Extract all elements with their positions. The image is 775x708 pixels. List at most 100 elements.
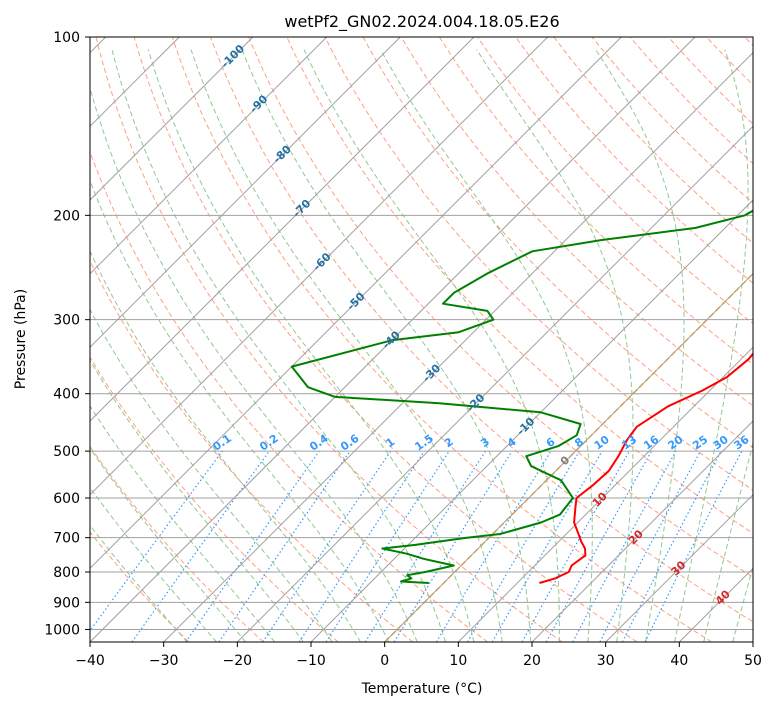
y-axis-label: Pressure (hPa) — [13, 289, 29, 389]
x-tick-label: 30 — [597, 653, 615, 669]
mixing-ratio-annotation: 6 — [544, 435, 558, 450]
mixing-ratio-annotation: 0.6 — [338, 432, 362, 454]
dry-adiabat — [90, 445, 264, 642]
y-tick-label: 500 — [53, 444, 80, 460]
moist-adiabat — [90, 308, 333, 642]
mixing-ratio-line — [521, 450, 631, 642]
isotherm-line — [531, 420, 753, 642]
mixing-ratio-line — [644, 450, 743, 642]
moist-adiabat — [90, 405, 276, 642]
moist-adiabat — [90, 86, 418, 642]
isotherm-line — [310, 199, 753, 642]
plot-frame — [89, 36, 754, 643]
y-tick-label: 800 — [53, 565, 80, 581]
y-tick-label: 100 — [53, 30, 80, 46]
mixing-ratio-annotation: 1 — [384, 435, 398, 450]
dry-adiabat — [133, 37, 638, 642]
y-tick-label: 900 — [53, 595, 80, 611]
mixing-ratio-line — [185, 450, 320, 642]
dry-adiabat — [668, 37, 753, 125]
isotherm-line — [457, 346, 753, 642]
x-axis-label: Temperature (°C) — [361, 681, 483, 697]
y-axis-ticks: 1000 900 800 700 600 500 400 300 200 100 — [44, 30, 90, 638]
mixing-ratio-line — [621, 450, 722, 642]
mixing-ratio-line — [90, 450, 223, 632]
moist-adiabat — [732, 564, 753, 642]
x-tick-label: 20 — [523, 653, 541, 669]
chart-title: wetPf2_GN02.2024.004.18.05.E26 — [284, 12, 559, 32]
mixing-ratio-annotation: 4 — [505, 435, 519, 450]
dry-adiabat — [286, 37, 753, 534]
x-tick-label: 40 — [670, 653, 688, 669]
y-tick-label: 200 — [53, 208, 80, 224]
isotherms — [90, 37, 753, 642]
dry-adiabat — [591, 37, 753, 204]
dry-adiabat — [553, 37, 753, 244]
y-tick-label: 300 — [53, 313, 80, 329]
mixing-ratio-annotation: 30 — [711, 433, 731, 453]
x-axis-ticks: −40 −30 −20 −10 0 10 20 30 40 50 — [75, 642, 762, 669]
moist-adiabat — [147, 49, 475, 642]
mixing-ratio-annotation: 25 — [690, 433, 710, 452]
x-tick-label: −30 — [149, 653, 179, 669]
dry-adiabat — [248, 37, 753, 578]
moist-adiabats — [90, 49, 753, 642]
mixing-ratio-annotation: 1.5 — [412, 432, 435, 454]
dry-adiabat — [90, 356, 339, 642]
mixing-ratio-line — [545, 450, 653, 642]
x-tick-label: 50 — [744, 653, 762, 669]
dry-adiabat — [362, 37, 753, 449]
moist-adiabat — [476, 49, 634, 642]
y-tick-label: 400 — [53, 387, 80, 403]
x-tick-label: 0 — [380, 653, 389, 669]
isotherm-line — [163, 51, 753, 642]
plot-area: -100-90-80-70-60-50-40-30-20-100.1 0.2 0.4… — [90, 37, 753, 642]
mixing-ratio-annotation: 20 — [666, 433, 686, 453]
isotherm-line — [605, 493, 753, 642]
mixing-ratio-line — [466, 450, 580, 642]
moist-adiabat — [674, 49, 749, 642]
moist-adiabat — [380, 49, 593, 642]
mixing-ratio-line — [599, 450, 702, 642]
x-tick-label: −20 — [223, 653, 253, 669]
dry-adiabat — [744, 37, 753, 47]
dry-adiabat — [324, 37, 753, 491]
mixing-ratio-line — [325, 450, 450, 642]
mixing-ratio-line — [572, 450, 677, 642]
isotherm-line — [90, 37, 401, 349]
isotherm-line — [90, 37, 254, 201]
x-tick-label: −40 — [75, 653, 105, 669]
moist-adiabat — [90, 179, 390, 642]
dry-adiabat — [171, 37, 712, 642]
temperature-profile — [539, 352, 753, 584]
mixing-ratio-lines — [90, 450, 743, 642]
y-tick-label: 700 — [53, 531, 80, 547]
mixing-ratio-line — [393, 450, 513, 642]
mixing-ratio-annotation: 16 — [641, 433, 661, 453]
dry-adiabat — [706, 37, 753, 86]
mixing-ratio-line — [131, 450, 270, 642]
isotherm-line — [90, 37, 475, 422]
y-tick-label: 600 — [53, 491, 80, 507]
mixing-ratio-annotation: 3 — [478, 435, 492, 450]
dry-adiabat — [438, 37, 753, 365]
moist-adiabat — [703, 441, 753, 642]
profile-series — [290, 209, 753, 584]
isotherm-line — [90, 37, 328, 275]
moist-adiabat — [303, 49, 560, 642]
mixing-ratio-annotation: 10 — [592, 433, 612, 453]
freezing-isotherm — [384, 272, 753, 642]
isotherm-line — [90, 37, 622, 570]
mixing-ratio-line — [218, 450, 351, 642]
dry-adiabat — [90, 531, 190, 642]
mixing-ratio-annotation: 0.4 — [307, 432, 331, 454]
moist-adiabat — [595, 49, 685, 642]
mixing-ratio-line — [298, 450, 425, 642]
dry-adiabat — [477, 37, 753, 325]
dry-adiabat — [90, 259, 414, 642]
x-tick-label: 10 — [449, 653, 467, 669]
y-tick-label: 1000 — [44, 622, 80, 638]
isotherm-line — [752, 641, 753, 642]
moist-adiabat — [90, 359, 304, 642]
